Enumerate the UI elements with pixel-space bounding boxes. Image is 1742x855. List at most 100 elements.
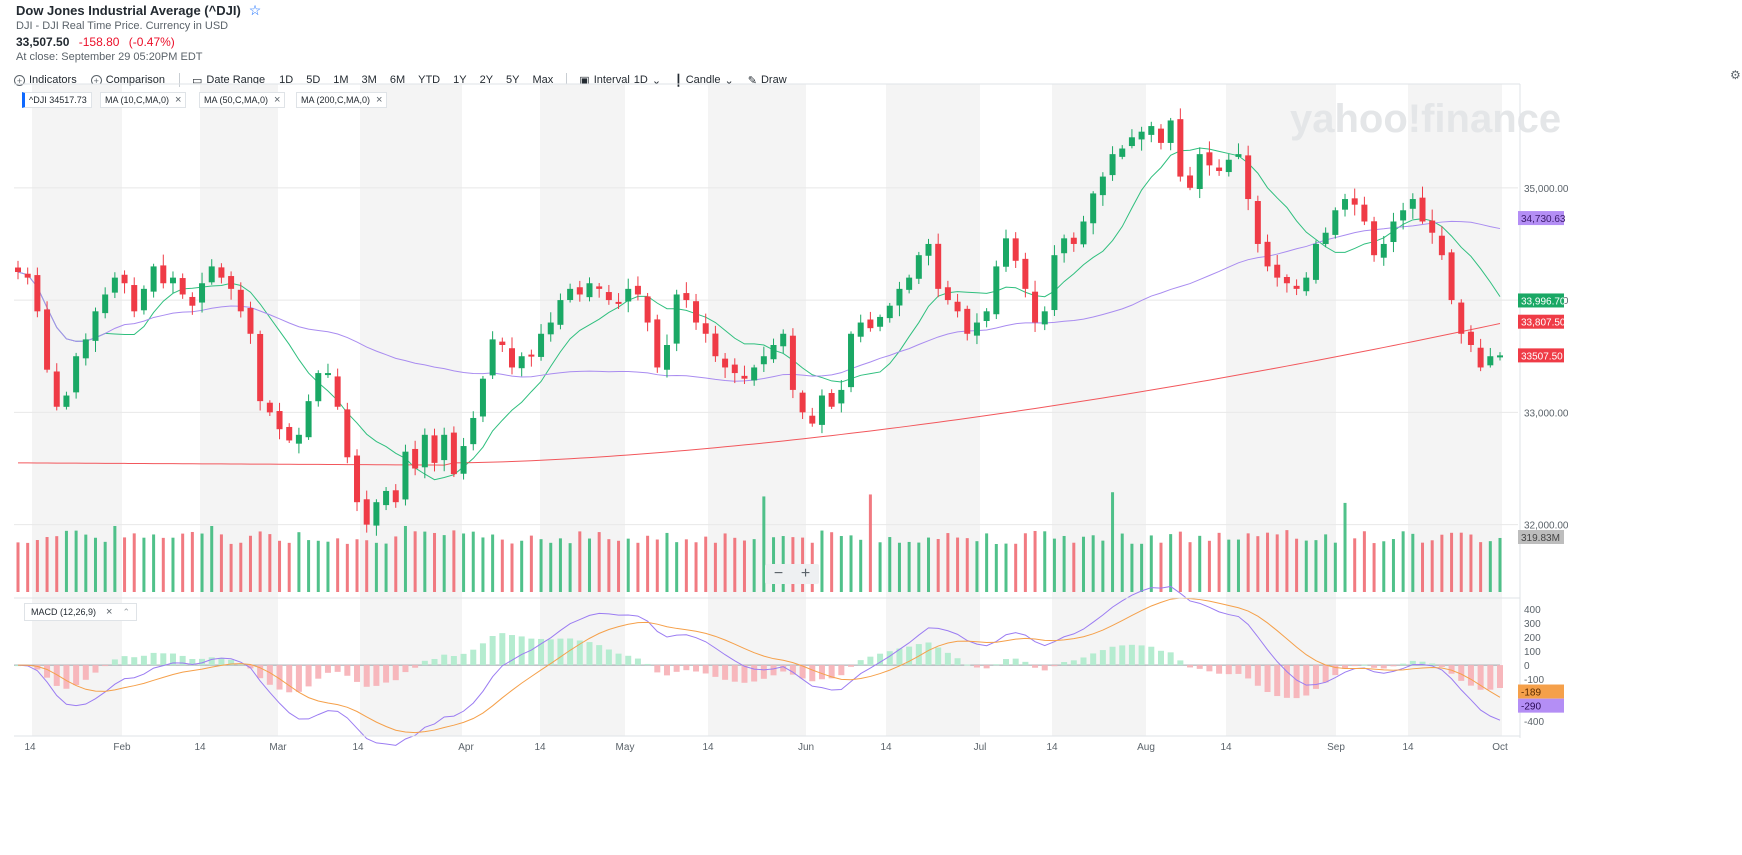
macd-histogram-bar [818, 665, 825, 680]
volume-bar [704, 536, 708, 592]
volume-bar [1207, 540, 1211, 592]
toolbar-divider [566, 73, 568, 87]
volume-bar [917, 542, 921, 592]
date-range-button[interactable]: ▭ Date Range [192, 74, 265, 87]
moving-averages [17, 147, 1501, 481]
candle-body [702, 323, 709, 334]
x-tick-label: Apr [458, 742, 474, 753]
star-icon[interactable]: ☆ [248, 2, 262, 18]
y-tick-label: 32,000.00 [1524, 521, 1569, 532]
volume-bar [1304, 540, 1308, 592]
volume-bar [859, 539, 863, 592]
x-tick-label: 14 [880, 742, 892, 753]
chart-type-dropdown[interactable]: ┃ Candle ⌄ [675, 74, 734, 87]
volume-bar [684, 539, 688, 592]
volume-tag: 319.83M [1521, 533, 1560, 544]
comparison-button[interactable]: + Comparison [90, 74, 165, 86]
macd-histogram-bar [1225, 665, 1232, 675]
volume-bar [849, 535, 853, 592]
month-band [1226, 84, 1336, 736]
volume-bar [1159, 542, 1163, 592]
macd-histogram-bar [1099, 650, 1106, 666]
draw-button[interactable]: ✎ Draw [748, 74, 787, 87]
candle-body [673, 294, 680, 344]
legend-ma50[interactable]: MA (50,C,MA,0) × [199, 92, 286, 108]
candle-body [828, 393, 835, 407]
candle-body [1022, 258, 1029, 289]
macd-histogram-bar [1003, 659, 1009, 666]
toolbar-divider [179, 73, 181, 87]
macd-histogram-bar [673, 665, 680, 672]
range-2y[interactable]: 2Y [479, 74, 494, 86]
zoom-in-icon[interactable]: + [800, 565, 811, 582]
interval-dropdown[interactable]: ▣ Interval 1D ⌄ [579, 74, 661, 87]
volume-bar [1440, 534, 1444, 592]
x-tick-label: Sep [1327, 742, 1345, 753]
month-band [886, 84, 980, 736]
zoom-out-icon[interactable]: − [773, 565, 784, 582]
candle-body [954, 301, 961, 312]
volume-bar [239, 542, 243, 592]
candle-body [470, 417, 477, 445]
candle-body [266, 402, 273, 413]
macd-histogram-bar [460, 653, 467, 666]
quote-header: Dow Jones Industrial Average (^DJI) ☆ DJ… [16, 0, 263, 65]
macd-histogram-bar [615, 653, 622, 666]
range-6m[interactable]: 6M [389, 74, 406, 86]
legend-macd[interactable]: MACD (12,26,9) × ⌃ [24, 603, 138, 621]
candle-body [751, 367, 758, 381]
macd-histogram-bar [1167, 652, 1174, 666]
volume-bar [1479, 542, 1483, 592]
macd-histogram-bar [140, 655, 147, 666]
volume-bar [1188, 542, 1192, 592]
range-5y[interactable]: 5Y [506, 74, 520, 86]
volume-bar [84, 534, 88, 592]
candle-body [140, 288, 147, 311]
candle-body [412, 448, 419, 469]
macd-histogram-bar [1119, 645, 1126, 666]
close-icon[interactable]: × [106, 606, 113, 618]
x-tick-label: Aug [1137, 742, 1155, 753]
volume-bar [1004, 543, 1008, 592]
volume-bar [1421, 542, 1425, 592]
candle-body [712, 333, 719, 357]
legend-ma10[interactable]: MA (10,C,MA,0) × [100, 92, 187, 108]
range-5d[interactable]: 5D [306, 74, 321, 86]
macd-histogram-bar [712, 665, 719, 677]
macd-histogram-bar [295, 665, 302, 692]
volume-bar [1391, 539, 1395, 592]
volume-bar [617, 540, 621, 592]
candle-body [1438, 235, 1445, 256]
range-ytd[interactable]: YTD [418, 74, 441, 86]
range-1d[interactable]: 1D [279, 74, 294, 86]
indicators-button[interactable]: + Indicators [14, 74, 77, 86]
legend-symbol[interactable]: ^DJI 34517.73 [22, 92, 92, 108]
candle-body [92, 311, 99, 341]
gear-icon[interactable]: ⚙ [1730, 68, 1741, 82]
range-3m[interactable]: 3M [361, 74, 377, 86]
macd-histogram-bar [179, 655, 186, 666]
macd-histogram-bar [373, 665, 380, 686]
interval-icon: ▣ [579, 74, 590, 87]
chevron-up-icon[interactable]: ⌃ [122, 607, 131, 617]
range-1m[interactable]: 1M [333, 74, 349, 86]
legend-ma50-label: MA (50,C,MA,0) [204, 95, 269, 105]
close-icon[interactable]: × [175, 94, 182, 106]
range-1y[interactable]: 1Y [453, 74, 467, 86]
volume-bar [103, 541, 107, 592]
volume-bar [210, 526, 214, 592]
close-icon[interactable]: × [376, 94, 383, 106]
volume-bar [423, 531, 427, 592]
candle-body [354, 455, 361, 503]
macd-histogram-bar [605, 649, 612, 666]
candle-body [809, 415, 816, 424]
macd-histogram-bar [82, 665, 89, 680]
price-change-pct: (-0.47%) [128, 35, 175, 49]
range-max[interactable]: Max [532, 74, 554, 86]
close-icon[interactable]: × [274, 94, 281, 106]
legend-ma200[interactable]: MA (200,C,MA,0) × [296, 92, 388, 108]
x-tick-label: May [616, 742, 635, 753]
candle-body [53, 371, 60, 407]
candles [15, 108, 1503, 536]
